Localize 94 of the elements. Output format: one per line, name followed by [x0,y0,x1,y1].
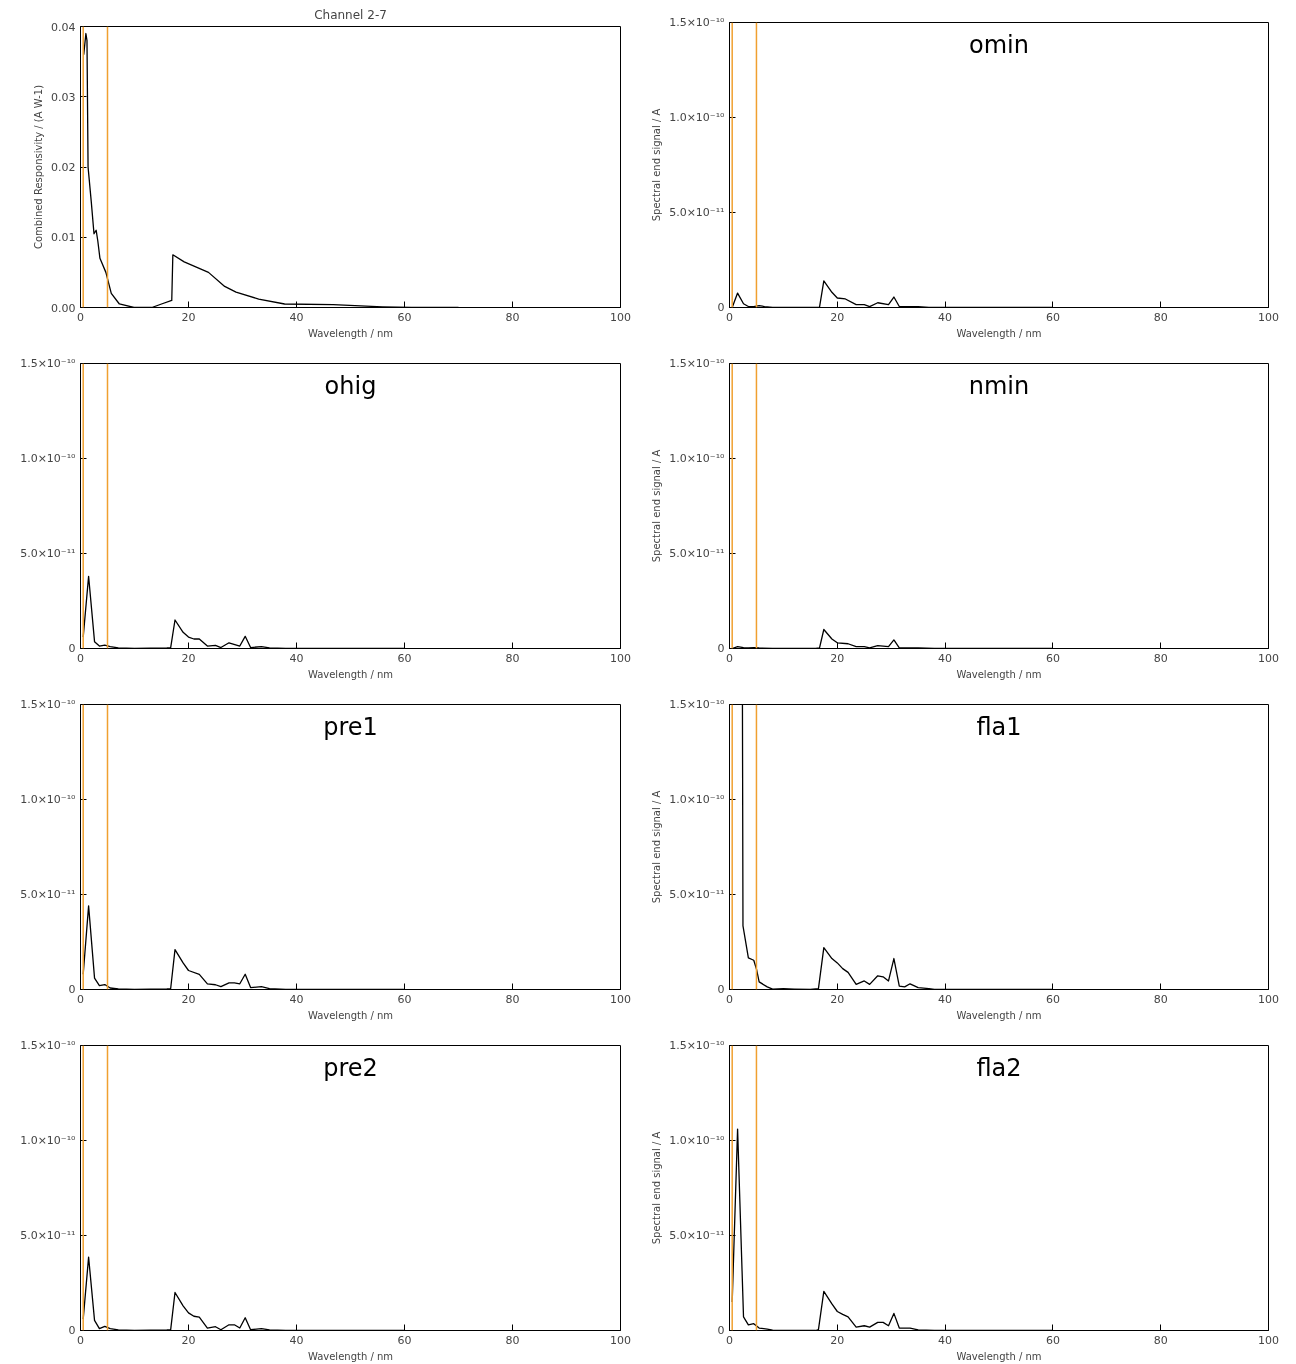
y-tick-label: 5.0×10⁻¹¹ [20,1229,76,1242]
x-tick-label: 20 [181,1333,196,1347]
x-axis-title: Wavelength / nm [307,1350,394,1362]
x-axis-title: Wavelength / nm [307,668,394,680]
x-tick-label: 80 [1153,1333,1168,1347]
x-tick-label: 40 [289,992,304,1006]
x-tick-label: 100 [610,651,631,665]
y-tick-label: 0 [717,1324,725,1337]
y-tick-label: 0 [68,642,76,655]
x-tick-label: 100 [1258,992,1279,1006]
y-tick-label: 1.0×10⁻¹⁰ [20,793,77,806]
y-tick-label: 1.0×10⁻¹⁰ [20,452,77,465]
chart-title: Channel 2-7 [314,7,387,22]
x-tick-label: 40 [938,651,953,665]
y-tick-label: 0.01 [51,231,76,245]
y-tick-label: 1.5×10⁻¹⁰ [669,1039,726,1052]
x-axis-title: Wavelength / nm [956,668,1042,680]
y-tick-label: 5.0×10⁻¹¹ [20,547,76,560]
x-tick-label: 40 [938,992,953,1006]
x-tick-label: 100 [1258,1333,1279,1347]
annotation: fla2 [976,1053,1022,1082]
x-tick-label: 60 [1045,651,1060,665]
y-tick-label: 5.0×10⁻¹¹ [669,547,725,560]
x-tick-label: 40 [289,651,304,665]
y-tick-label: 1.0×10⁻¹⁰ [669,1134,726,1147]
annotation: pre2 [323,1053,378,1082]
x-axis-title: Wavelength / nm [956,327,1042,339]
x-tick-label: 60 [1045,992,1060,1006]
x-tick-label: 80 [505,310,520,324]
y-tick-label: 1.0×10⁻¹⁰ [669,452,726,465]
annotation: omin [969,30,1029,59]
y-axis-title: Spectral end signal / A [651,790,663,904]
x-tick-label: 80 [505,992,520,1006]
x-tick-label: 80 [1153,310,1168,324]
y-tick-label: 1.5×10⁻¹⁰ [669,357,726,370]
x-tick-label: 20 [830,992,845,1006]
y-tick-label: 1.0×10⁻¹⁰ [669,793,726,806]
x-tick-label: 100 [1258,651,1279,665]
x-tick-label: 60 [397,310,412,324]
x-tick-label: 20 [830,1333,845,1347]
y-tick-label: 1.5×10⁻¹⁰ [20,698,77,711]
x-tick-label: 60 [397,651,412,665]
x-tick-label: 80 [1153,992,1168,1006]
x-tick-label: 20 [830,651,845,665]
y-tick-label: 0 [717,642,725,655]
y-tick-label: 5.0×10⁻¹¹ [20,888,76,901]
x-tick-label: 40 [938,310,953,324]
y-tick-label: 5.0×10⁻¹¹ [669,206,725,219]
x-tick-label: 100 [610,1333,631,1347]
x-tick-label: 80 [505,651,520,665]
x-tick-label: 40 [289,310,304,324]
x-tick-label: 80 [1153,651,1168,665]
x-tick-label: 40 [938,1333,953,1347]
x-tick-label: 60 [1045,1333,1060,1347]
y-tick-label: 1.5×10⁻¹⁰ [20,357,77,370]
x-tick-label: 40 [289,1333,304,1347]
x-tick-label: 20 [181,310,196,324]
x-axis-title: Wavelength / nm [956,1350,1042,1362]
x-axis-title: Wavelength / nm [307,327,394,339]
x-axis-title: Wavelength / nm [307,1009,394,1021]
y-tick-label: 1.5×10⁻¹⁰ [20,1039,77,1052]
y-axis-title: Spectral end signal / A [651,108,663,222]
y-tick-label: 1.0×10⁻¹⁰ [20,1134,77,1147]
x-tick-label: 60 [1045,310,1060,324]
x-tick-label: 100 [1258,310,1279,324]
y-tick-label: 0.00 [51,301,76,315]
x-tick-label: 60 [397,1333,412,1347]
x-tick-label: 100 [610,992,631,1006]
y-tick-label: 0.04 [51,20,76,34]
y-tick-label: 5.0×10⁻¹¹ [669,888,725,901]
x-tick-label: 60 [397,992,412,1006]
y-tick-label: 0 [717,983,725,996]
y-axis-title: Spectral end signal / A [651,449,663,563]
x-tick-label: 20 [181,651,196,665]
annotation: fla1 [976,712,1022,741]
annotation: ohig [324,371,377,400]
y-tick-label: 0 [68,1324,76,1337]
y-tick-label: 0 [68,983,76,996]
annotation: pre1 [323,712,378,741]
x-axis-title: Wavelength / nm [956,1009,1042,1021]
y-tick-label: 0.03 [51,90,76,104]
x-tick-label: 100 [610,310,631,324]
x-tick-label: 20 [181,992,196,1006]
y-tick-label: 1.0×10⁻¹⁰ [669,111,726,124]
annotation: nmin [968,371,1030,400]
y-tick-label: 0.02 [51,161,76,174]
y-tick-label: 5.0×10⁻¹¹ [669,1229,725,1242]
y-tick-label: 0 [717,301,725,314]
x-tick-label: 80 [505,1333,520,1347]
x-tick-label: 20 [830,310,845,324]
y-axis-title: Combined Responsivity / (A W-1) [33,84,45,250]
y-tick-label: 1.5×10⁻¹⁰ [669,698,726,711]
y-tick-label: 1.5×10⁻¹⁰ [669,16,726,29]
y-axis-title: Spectral end signal / A [651,1131,663,1245]
